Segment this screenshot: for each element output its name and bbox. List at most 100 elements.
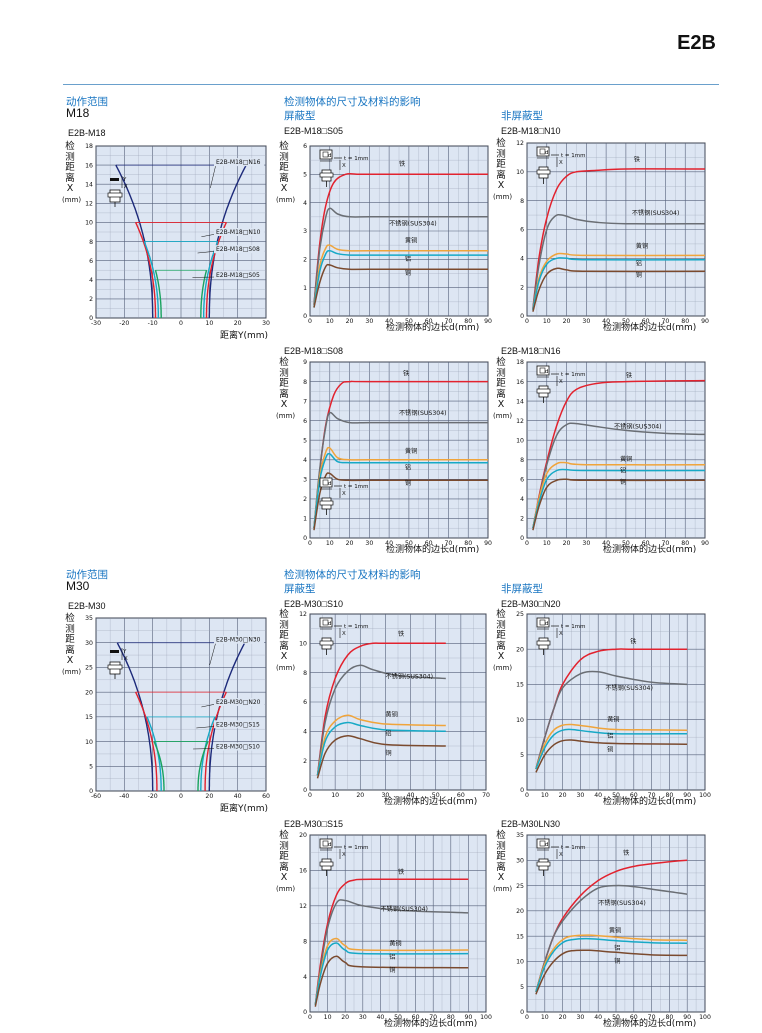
y-tick-label: 25 [85,665,93,672]
y-axis-unit: (mm) [276,412,296,420]
y-tick-label: 35 [516,832,524,839]
series-label: 铁 [634,156,640,164]
series-line-不锈钢(SUS304) [532,422,706,529]
y-tick-label: 16 [516,379,524,386]
y-tick-label: 0 [303,535,307,542]
x-tick-label: 40 [407,792,415,799]
y-tick-label: 1 [303,285,307,292]
x-tick-label: 0 [308,318,312,325]
lobe-tag-bg [214,720,264,729]
x-axis-title: 检测物体的边长d(mm) [384,797,478,807]
sensor-diagram-icon-7 [536,617,559,655]
x-tick-label: 50 [622,540,630,547]
y-tick-label: 25 [516,883,524,890]
y-axis-title: 检 测 距 离 X [496,357,506,410]
series-label: 黄铜 [405,236,417,244]
lobe-label: E2B-M18□N10 [216,229,261,236]
lobe-left-E2B-M18□S08 [143,241,160,319]
sensor-nut [319,861,334,867]
x-tick-label: 60 [262,793,270,800]
sensor-diagram-icon-2 [536,146,559,184]
y-tick-label: 14 [516,398,524,405]
chart-title-m18-s08: E2B-M18□S08 [284,346,343,356]
x-axis-title: 距离Y(mm) [220,804,269,814]
x-tick-label: 30 [359,1014,367,1021]
sensor-nut [319,640,334,646]
series-label: 铜 [636,271,642,279]
series-line-铁 [316,642,446,776]
x-mark: X [342,163,346,169]
d-mark: d [328,481,332,487]
x-tick-label: 0 [179,793,183,800]
series-label: 铜 [405,269,411,277]
x-tick-label: 100 [699,1014,711,1021]
d-mark: d [328,621,332,627]
x-tick-label: 80 [681,318,689,325]
series-line-铜 [532,267,706,312]
x-tick-label: 40 [385,318,393,325]
range-y-mark: Y [122,649,127,655]
m18-unshielded-label: 非屏蔽型 [501,110,543,122]
y-tick-label: 2 [89,296,93,303]
sensor-diagram-icon-8 [319,838,342,876]
y-tick-label: 16 [299,868,307,875]
t-label: t = 1mm [561,372,585,378]
x-tick-label: 20 [346,540,354,547]
series-line-铝 [535,728,688,770]
x-tick-label: 20 [346,318,354,325]
target-mark [539,840,546,847]
lobe-right-E2B-M18□S05 [200,270,208,319]
y-tick-label: 5 [303,172,307,179]
x-tick-label: 50 [432,792,440,799]
x-tick-label: 10 [205,320,213,327]
series-label: 铜 [389,966,395,974]
lobe-left-E2B-M18□S05 [154,270,162,318]
y-axis-unit: (mm) [493,885,513,893]
x-tick-label: 70 [648,1014,656,1021]
x-tick-label: 50 [405,540,413,547]
series-label: 黄铜 [385,711,397,719]
y-tick-label: 15 [516,682,524,689]
x-tick-label: 10 [331,792,339,799]
series-line-铝 [535,937,688,993]
x-tick-label: 90 [683,792,691,799]
y-tick-label: 20 [516,908,524,915]
y-tick-label: 8 [520,457,524,464]
sensor-nut [319,500,334,506]
x-tick-label: 40 [602,540,610,547]
y-tick-label: 4 [303,974,307,981]
y-tick-label: 6 [303,143,307,150]
lobe-left-E2B-M30□S10 [153,741,165,791]
x-tick-label: 60 [412,1014,420,1021]
y-tick-label: 2 [520,284,524,291]
d-mark: d [328,842,332,848]
series-label: 不锈钢(SUS304) [614,422,662,430]
series-line-不锈钢(SUS304) [535,884,688,993]
x-tick-label: -30 [91,320,101,327]
x-tick-label: -20 [148,793,158,800]
x-tick-label: 70 [445,318,453,325]
x-tick-label: 60 [642,540,650,547]
x-tick-label: 20 [205,793,213,800]
x-tick-label: 20 [234,320,242,327]
series-label: 不锈钢(SUS304) [399,409,447,417]
x-tick-label: 0 [308,1014,312,1021]
y-tick-label: 15 [516,933,524,940]
x-axis-title: 检测物体的边长d(mm) [386,323,480,333]
series-label: 铝 [607,732,613,740]
series-label: 黄铜 [389,940,401,948]
x-tick-label: 50 [612,792,620,799]
series-line-不锈钢(SUS304) [314,899,469,1006]
y-tick-label: 0 [520,1009,524,1016]
x-mark: X [559,852,563,858]
x-axis-title: 检测物体的边长d(mm) [386,545,480,555]
series-line-铝 [316,721,446,776]
series-label: 不锈钢(SUS304) [605,684,653,692]
series-line-铜 [314,955,469,1007]
target-mark [322,619,329,626]
x-tick-label: -20 [119,320,129,327]
series-line-黄铜 [532,252,706,311]
x-tick-label: 80 [665,792,673,799]
lobe-label: E2B-M18□N16 [216,159,261,166]
t-label: t = 1mm [344,484,368,490]
